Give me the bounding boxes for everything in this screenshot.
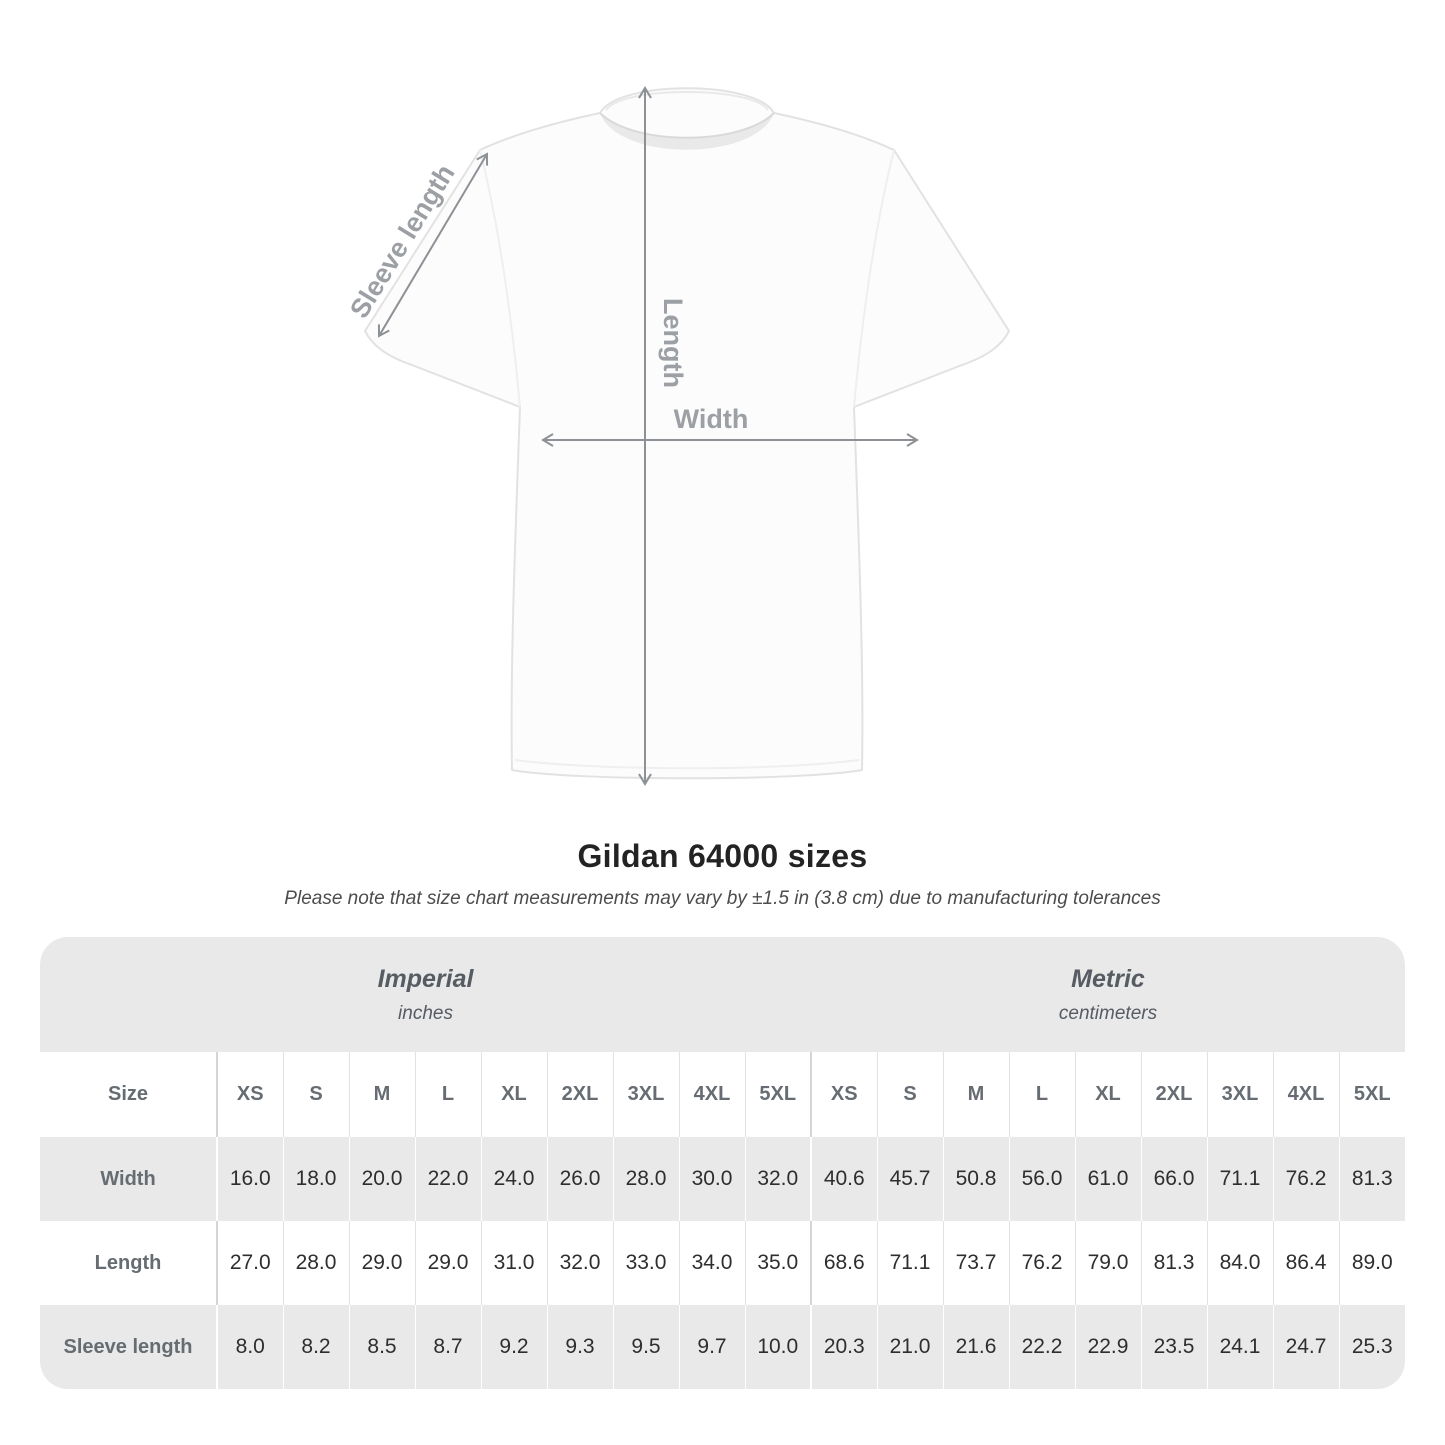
size-col-metric-s: S xyxy=(876,1052,943,1137)
value-cell: 56.0 xyxy=(1008,1137,1075,1221)
size-col-imperial-4xl: 4XL xyxy=(678,1052,745,1137)
size-col-metric-2xl: 2XL xyxy=(1140,1052,1207,1137)
value-cell: 9.2 xyxy=(480,1305,547,1389)
size-col-imperial-2xl: 2XL xyxy=(546,1052,613,1137)
value-cell: 9.3 xyxy=(546,1305,613,1389)
value-cell: 76.2 xyxy=(1272,1137,1339,1221)
value-cell: 24.0 xyxy=(480,1137,547,1221)
value-cell: 29.0 xyxy=(348,1221,415,1305)
value-cell: 8.5 xyxy=(348,1305,415,1389)
value-cell: 26.0 xyxy=(546,1137,613,1221)
value-cell: 61.0 xyxy=(1074,1137,1141,1221)
value-cell: 10.0 xyxy=(744,1305,811,1389)
size-col-imperial-xl: XL xyxy=(480,1052,547,1137)
size-table-container: Imperial inches Metric centimeters Size … xyxy=(40,937,1405,1389)
value-cell: 21.0 xyxy=(876,1305,943,1389)
row-label: Length xyxy=(40,1221,217,1305)
size-col-metric-xs: XS xyxy=(810,1052,877,1137)
value-cell: 45.7 xyxy=(876,1137,943,1221)
size-col-metric-xl: XL xyxy=(1074,1052,1141,1137)
measurement-row-width: Width 16.0 18.0 20.0 22.0 24.0 26.0 28.0 30.0 32.… xyxy=(40,1137,1405,1221)
size-col-metric-4xl: 4XL xyxy=(1272,1052,1339,1137)
value-cell: 84.0 xyxy=(1206,1221,1273,1305)
value-cell: 25.3 xyxy=(1338,1305,1405,1389)
value-cell: 81.3 xyxy=(1140,1221,1207,1305)
value-cell: 16.0 xyxy=(216,1137,283,1221)
row-label: Sleeve length xyxy=(40,1305,217,1389)
value-cell: 71.1 xyxy=(876,1221,943,1305)
imperial-group-header: Imperial inches xyxy=(40,937,811,1052)
value-cell: 33.0 xyxy=(612,1221,679,1305)
value-cell: 34.0 xyxy=(678,1221,745,1305)
page-title: Gildan 64000 sizes xyxy=(577,838,868,874)
value-cell: 35.0 xyxy=(744,1221,811,1305)
row-label: Width xyxy=(40,1137,217,1221)
value-cell: 50.8 xyxy=(942,1137,1009,1221)
size-col-metric-m: M xyxy=(942,1052,1009,1137)
value-cell: 24.7 xyxy=(1272,1305,1339,1389)
size-col-imperial-3xl: 3XL xyxy=(612,1052,679,1137)
value-cell: 23.5 xyxy=(1140,1305,1207,1389)
unit-group-header-row: Imperial inches Metric centimeters xyxy=(40,937,1405,1052)
value-cell: 20.3 xyxy=(810,1305,877,1389)
size-col-imperial-l: L xyxy=(414,1052,481,1137)
value-cell: 81.3 xyxy=(1338,1137,1405,1221)
value-cell: 22.9 xyxy=(1074,1305,1141,1389)
value-cell: 73.7 xyxy=(942,1221,1009,1305)
metric-group-header: Metric centimeters xyxy=(811,937,1405,1052)
value-cell: 32.0 xyxy=(546,1221,613,1305)
size-col-imperial-xs: XS xyxy=(216,1052,283,1137)
size-table: Imperial inches Metric centimeters Size … xyxy=(40,937,1405,1389)
value-cell: 27.0 xyxy=(216,1221,283,1305)
value-cell: 24.1 xyxy=(1206,1305,1273,1389)
value-cell: 20.0 xyxy=(348,1137,415,1221)
length-label: Length xyxy=(658,298,688,388)
value-cell: 68.6 xyxy=(810,1221,877,1305)
value-cell: 22.0 xyxy=(414,1137,481,1221)
measurement-arrows xyxy=(377,86,919,786)
size-header-label: Size xyxy=(40,1052,217,1137)
size-col-metric-5xl: 5XL xyxy=(1338,1052,1405,1137)
value-cell: 89.0 xyxy=(1338,1221,1405,1305)
value-cell: 9.7 xyxy=(678,1305,745,1389)
value-cell: 28.0 xyxy=(612,1137,679,1221)
value-cell: 40.6 xyxy=(810,1137,877,1221)
value-cell: 71.1 xyxy=(1206,1137,1273,1221)
measurement-row-sleeve-length: Sleeve length 8.0 8.2 8.5 8.7 9.2 9.3 9.5 9.7 10.… xyxy=(40,1305,1405,1389)
metric-group-label: Metric xyxy=(1071,964,1145,993)
value-cell: 31.0 xyxy=(480,1221,547,1305)
value-cell: 28.0 xyxy=(282,1221,349,1305)
metric-group-unit: centimeters xyxy=(1058,1002,1158,1024)
imperial-group-label: Imperial xyxy=(377,964,474,993)
size-col-imperial-m: M xyxy=(348,1052,415,1137)
imperial-group-unit: inches xyxy=(398,1002,453,1024)
size-header-row: Size XS S M L XL 2XL 3XL 4XL 5XL XS S M L XL 2XL 3XL 4XL… xyxy=(40,1052,1405,1137)
size-col-metric-l: L xyxy=(1008,1052,1075,1137)
size-col-metric-3xl: 3XL xyxy=(1206,1052,1273,1137)
sleeve-length-arrow xyxy=(377,152,489,338)
value-cell: 76.2 xyxy=(1008,1221,1075,1305)
size-col-imperial-s: S xyxy=(282,1052,349,1137)
value-cell: 8.0 xyxy=(216,1305,283,1389)
value-cell: 8.2 xyxy=(282,1305,349,1389)
value-cell: 22.2 xyxy=(1008,1305,1075,1389)
value-cell: 29.0 xyxy=(414,1221,481,1305)
tolerance-note: Please note that size chart measurements… xyxy=(284,888,1161,909)
value-cell: 9.5 xyxy=(612,1305,679,1389)
width-label: Width xyxy=(674,404,749,434)
value-cell: 18.0 xyxy=(282,1137,349,1221)
value-cell: 66.0 xyxy=(1140,1137,1207,1221)
value-cell: 21.6 xyxy=(942,1305,1009,1389)
value-cell: 30.0 xyxy=(678,1137,745,1221)
value-cell: 86.4 xyxy=(1272,1221,1339,1305)
value-cell: 79.0 xyxy=(1074,1221,1141,1305)
value-cell: 8.7 xyxy=(414,1305,481,1389)
tshirt-measurement-diagram: Width Length Sleeve length xyxy=(344,86,1010,786)
measurement-row-length: Length 27.0 28.0 29.0 29.0 31.0 32.0 33.0 34.0 35… xyxy=(40,1221,1405,1305)
value-cell: 32.0 xyxy=(744,1137,811,1221)
size-col-imperial-5xl: 5XL xyxy=(744,1052,811,1137)
